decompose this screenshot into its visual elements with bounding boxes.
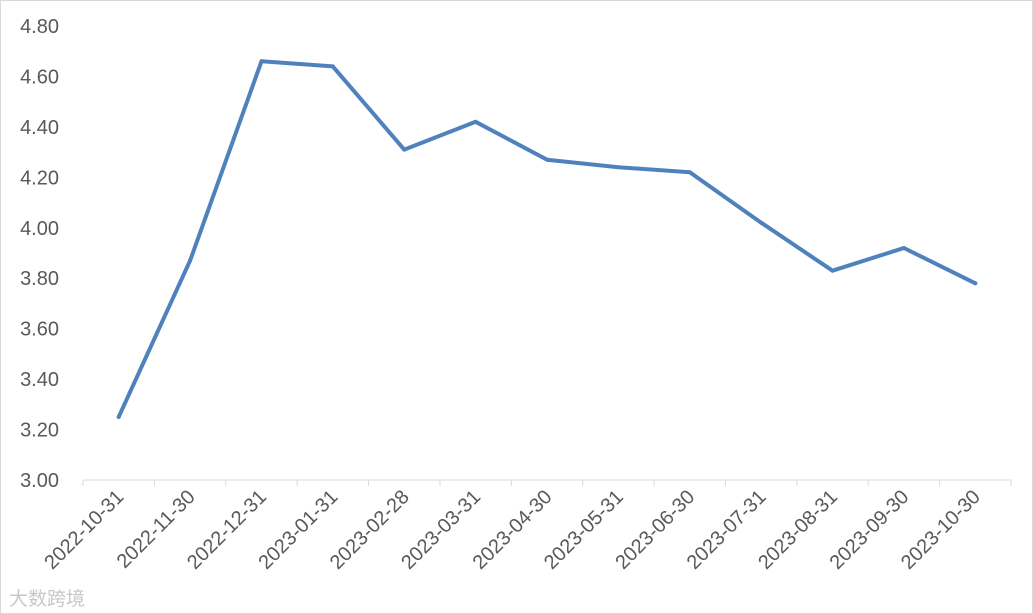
data-point — [616, 165, 621, 170]
data-point — [473, 119, 478, 124]
y-tick-label: 3.20 — [20, 420, 59, 442]
y-tick-label: 3.00 — [20, 470, 59, 492]
y-tick-label: 3.60 — [20, 319, 59, 341]
y-tick-label: 4.60 — [20, 66, 59, 88]
y-tick-label: 3.80 — [20, 268, 59, 290]
data-point — [830, 268, 835, 273]
data-point — [973, 281, 978, 286]
data-point — [545, 157, 549, 162]
watermark: 大数跨境 — [9, 588, 86, 610]
data-point — [759, 220, 764, 225]
y-tick-label: 4.40 — [20, 117, 59, 139]
data-point — [687, 170, 692, 175]
data-point — [330, 64, 335, 69]
x-axis: 2022-10-312022-11-302022-12-312023-01-31… — [40, 479, 1012, 574]
y-tick-label: 4.80 — [20, 16, 59, 38]
y-tick-label: 4.00 — [20, 218, 59, 240]
y-tick-label: 3.40 — [20, 369, 59, 391]
data-point — [188, 258, 193, 263]
y-tick-label: 4.20 — [20, 167, 59, 189]
y-axis: 3.00 3.20 3.40 3.60 3.80 4.00 4.20 4.40 4.60 4.80 — [20, 16, 59, 492]
series-line — [116, 59, 978, 419]
series-layer — [116, 59, 978, 419]
data-point — [116, 414, 121, 419]
data-point — [259, 59, 264, 64]
data-point — [402, 147, 407, 152]
data-point — [901, 245, 906, 250]
